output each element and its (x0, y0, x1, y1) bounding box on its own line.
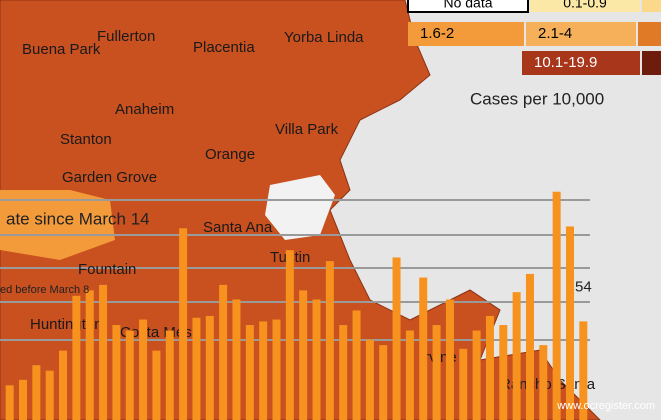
bar (179, 228, 188, 420)
bar (552, 191, 561, 420)
legend-swatch (642, 51, 661, 75)
bar (232, 299, 241, 420)
bar (99, 284, 108, 420)
legend-swatch (522, 51, 640, 75)
bar (272, 319, 281, 420)
city-label: Fullerton (97, 28, 155, 45)
bar (112, 325, 121, 420)
bar (192, 317, 201, 420)
bar (19, 379, 28, 420)
legend-label: 10.1-19.9 (534, 54, 597, 71)
bar (459, 348, 468, 420)
city-label: Huntington (30, 316, 103, 333)
city-label: Garden Grove (62, 169, 157, 186)
bar (59, 350, 68, 420)
bar (139, 319, 148, 420)
bar (85, 290, 94, 420)
legend-swatch (526, 22, 636, 46)
bar (392, 257, 401, 420)
bar (445, 299, 454, 420)
overlay-text: ate since March 14 (6, 209, 150, 228)
bar (32, 365, 41, 420)
city-label: Stanton (60, 131, 112, 148)
overlay-text: ed before March 8 (0, 284, 89, 296)
bar (512, 292, 521, 420)
orange-area (0, 190, 115, 260)
value-label: 54 (575, 278, 592, 295)
legend-label: 0.1-0.9 (563, 0, 607, 11)
bar (125, 330, 134, 420)
city-label: Villa Park (275, 121, 339, 138)
legend: No data 0.1-0.9 1.6-2 2.1-4 10.1-19.9 Ca… (407, 0, 661, 108)
bar (285, 250, 294, 420)
city-label: Santa Ana (203, 219, 273, 236)
city-label: Placentia (193, 39, 255, 56)
city-label: Fountain (78, 261, 136, 278)
unincorporated-area (265, 175, 335, 240)
legend-label: 1.6-2 (420, 25, 454, 42)
legend-swatch (530, 0, 640, 12)
bar (485, 315, 494, 420)
bar (259, 321, 268, 420)
bar (565, 226, 574, 420)
watermark: www.ocregister.com (556, 400, 655, 412)
legend-label: No data (443, 0, 492, 11)
legend-swatch (408, 22, 524, 46)
legend-swatch (642, 0, 661, 12)
bar (579, 321, 588, 420)
bar (205, 315, 214, 420)
legend-swatch (407, 0, 529, 13)
bar (379, 345, 388, 420)
bar (472, 330, 481, 420)
city-label: Anaheim (115, 101, 174, 118)
bar (5, 385, 14, 420)
bar (152, 350, 161, 420)
bar (432, 325, 441, 420)
bar (165, 330, 174, 420)
city-label: Yorba Linda (284, 29, 364, 46)
bar (72, 295, 81, 420)
grid-lines (0, 199, 590, 341)
city-label: Buena Park (22, 41, 101, 58)
bar (325, 261, 334, 420)
bar (312, 299, 321, 420)
legend-title: Cases per 10,000 (470, 89, 604, 108)
bar (339, 325, 348, 420)
legend-swatch (638, 22, 661, 46)
bar (539, 345, 548, 420)
bar (525, 273, 534, 420)
city-label: Orange (205, 146, 255, 163)
bar (45, 370, 54, 420)
legend-label: 2.1-4 (538, 25, 572, 42)
bar (405, 330, 414, 420)
bar (219, 284, 228, 420)
bar (419, 277, 428, 420)
bar (499, 325, 508, 420)
bar (365, 339, 374, 420)
bar (352, 310, 361, 420)
bar (245, 325, 254, 420)
bar (299, 290, 308, 420)
